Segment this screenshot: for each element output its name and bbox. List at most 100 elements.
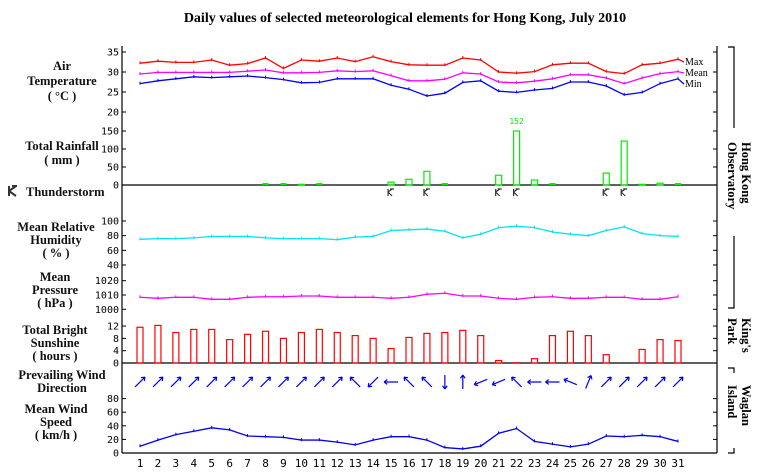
rainfall-bar (620, 140, 628, 186)
temperature-mean-line (139, 69, 685, 85)
x-tick-label: 26 (582, 457, 595, 470)
wind-direction-arrow-icon (242, 376, 254, 388)
plot-frame (121, 46, 718, 454)
temperature-tick-label: 30 (107, 68, 119, 79)
sunshine-bar (530, 358, 539, 364)
x-tick-label: 28 (618, 457, 631, 470)
wind-direction-arrow-icon (442, 375, 448, 390)
x-tick-label: 16 (402, 457, 415, 470)
wind-direction-arrow-icon (224, 376, 236, 388)
x-tick-label: 8 (262, 457, 269, 470)
humidity-tick-label: 60 (107, 246, 119, 257)
wind-direction-arrow-icon (260, 376, 272, 388)
legend-max: Max (685, 57, 703, 68)
humidity-tick-label: 40 (107, 260, 119, 271)
x-tick-label: 17 (420, 457, 433, 470)
rainfall-bar (405, 178, 413, 186)
wind-speed-unit: ( km/h ) (35, 428, 77, 442)
x-tick-label: 21 (492, 457, 505, 470)
x-tick-label: 12 (331, 457, 344, 470)
rainfall-bar (423, 170, 431, 186)
x-tick-label: 7 (244, 457, 251, 470)
x-tick-label: 3 (173, 457, 180, 470)
wind-direction-arrow-icon (618, 376, 630, 388)
x-tick-label: 4 (190, 457, 197, 470)
sunshine-bar (656, 338, 664, 364)
temperature-tick-label: 25 (107, 88, 119, 99)
station-label-kings-park: King'sPark (725, 318, 753, 353)
wind-speed-label: Speed (40, 415, 72, 429)
sunshine-bar (315, 328, 323, 364)
rainfall-bar (602, 172, 610, 186)
wind-direction-arrow-icon (383, 379, 399, 385)
wind-speed-tick-label: 60 (107, 408, 119, 419)
sunshine-bar (279, 337, 288, 364)
wind-direction-arrow-icon (206, 376, 218, 388)
wind-direction-arrow-icon (403, 376, 415, 388)
wind-speed-tick-label: 0 (113, 449, 119, 460)
legend-mean: Mean (685, 68, 708, 79)
sunshine-bar (674, 339, 682, 364)
rainfall-tick-label: 150 (101, 127, 119, 138)
wind-direction-arrow-icon (511, 376, 522, 388)
rainfall-unit: ( mm ) (44, 153, 79, 167)
x-tick-label: 15 (384, 457, 397, 470)
wind-direction-arrow-icon (636, 376, 648, 388)
temperature-label: Temperature (27, 74, 97, 88)
sunshine-bar (459, 329, 467, 364)
x-tick-label: 1 (137, 457, 144, 470)
pressure-label: Mean (40, 270, 71, 284)
sunshine-bar (495, 359, 503, 364)
x-tick-label: 22 (510, 457, 523, 470)
x-tick-label: 31 (671, 457, 684, 470)
humidity-label: Mean Relative (17, 220, 95, 234)
wind-speed-tick-label: 40 (107, 421, 119, 432)
wind-direction-label: Prevailing Wind (18, 368, 105, 382)
temperature-tick-label: 35 (107, 48, 119, 59)
pressure-tick-label: 1020 (95, 276, 119, 287)
sunshine-tick-label: 8 (113, 334, 119, 345)
sunshine-bar (638, 348, 646, 364)
sunshine-bar (351, 334, 359, 364)
wind-direction-arrow-icon (367, 376, 379, 388)
rainfall-overflow-label: 152 (509, 117, 524, 126)
wind-speed-label: Mean Wind (24, 402, 87, 416)
thunderstorm-icon (495, 188, 502, 197)
wind-direction-arrow-icon (545, 379, 560, 385)
wind-direction-arrow-icon (296, 376, 307, 388)
wind-speed-tick-label: 80 (107, 394, 119, 405)
wind-direction-arrow-icon (491, 378, 506, 387)
temperature-label: Air (53, 59, 72, 73)
wind-direction-arrow-icon (654, 376, 666, 388)
wind-direction-arrow-icon (527, 379, 542, 385)
x-tick-label: 25 (564, 457, 577, 470)
thunderstorm-label: Thunderstorm (26, 185, 105, 199)
sunshine-bar (154, 324, 162, 364)
sunshine-bar (261, 330, 270, 364)
wind-direction-arrow-icon (459, 374, 466, 389)
wind-speed-line (139, 427, 679, 450)
humidity-label: Humidity (30, 233, 82, 247)
wind-direction-arrow-icon (134, 376, 146, 388)
sunshine-bar (566, 330, 575, 364)
pressure-tick-label: 1010 (95, 291, 119, 302)
x-tick-label: 13 (349, 457, 362, 470)
x-tick-label: 23 (528, 457, 541, 470)
sunshine-bar (441, 331, 449, 364)
wind-direction-arrow-icon (349, 376, 361, 388)
sunshine-bar (226, 338, 234, 364)
wind-direction-arrow-icon (421, 376, 433, 388)
rainfall-bar (512, 130, 521, 186)
chart-title: Daily values of selected meteorological … (184, 11, 626, 26)
sunshine-bar (190, 328, 198, 364)
sunshine-bar (423, 332, 431, 364)
sunshine-label: Sunshine (31, 336, 80, 350)
wind-direction-arrow-icon (600, 376, 612, 388)
wind-direction-arrow-icon (170, 376, 182, 388)
sunshine-bar (405, 336, 413, 364)
legend-min: Min (685, 79, 702, 90)
thunderstorm-icon (513, 188, 520, 197)
x-tick-label: 5 (208, 457, 215, 470)
x-tick-label: 27 (600, 457, 613, 470)
temperature-min-line (139, 75, 685, 97)
